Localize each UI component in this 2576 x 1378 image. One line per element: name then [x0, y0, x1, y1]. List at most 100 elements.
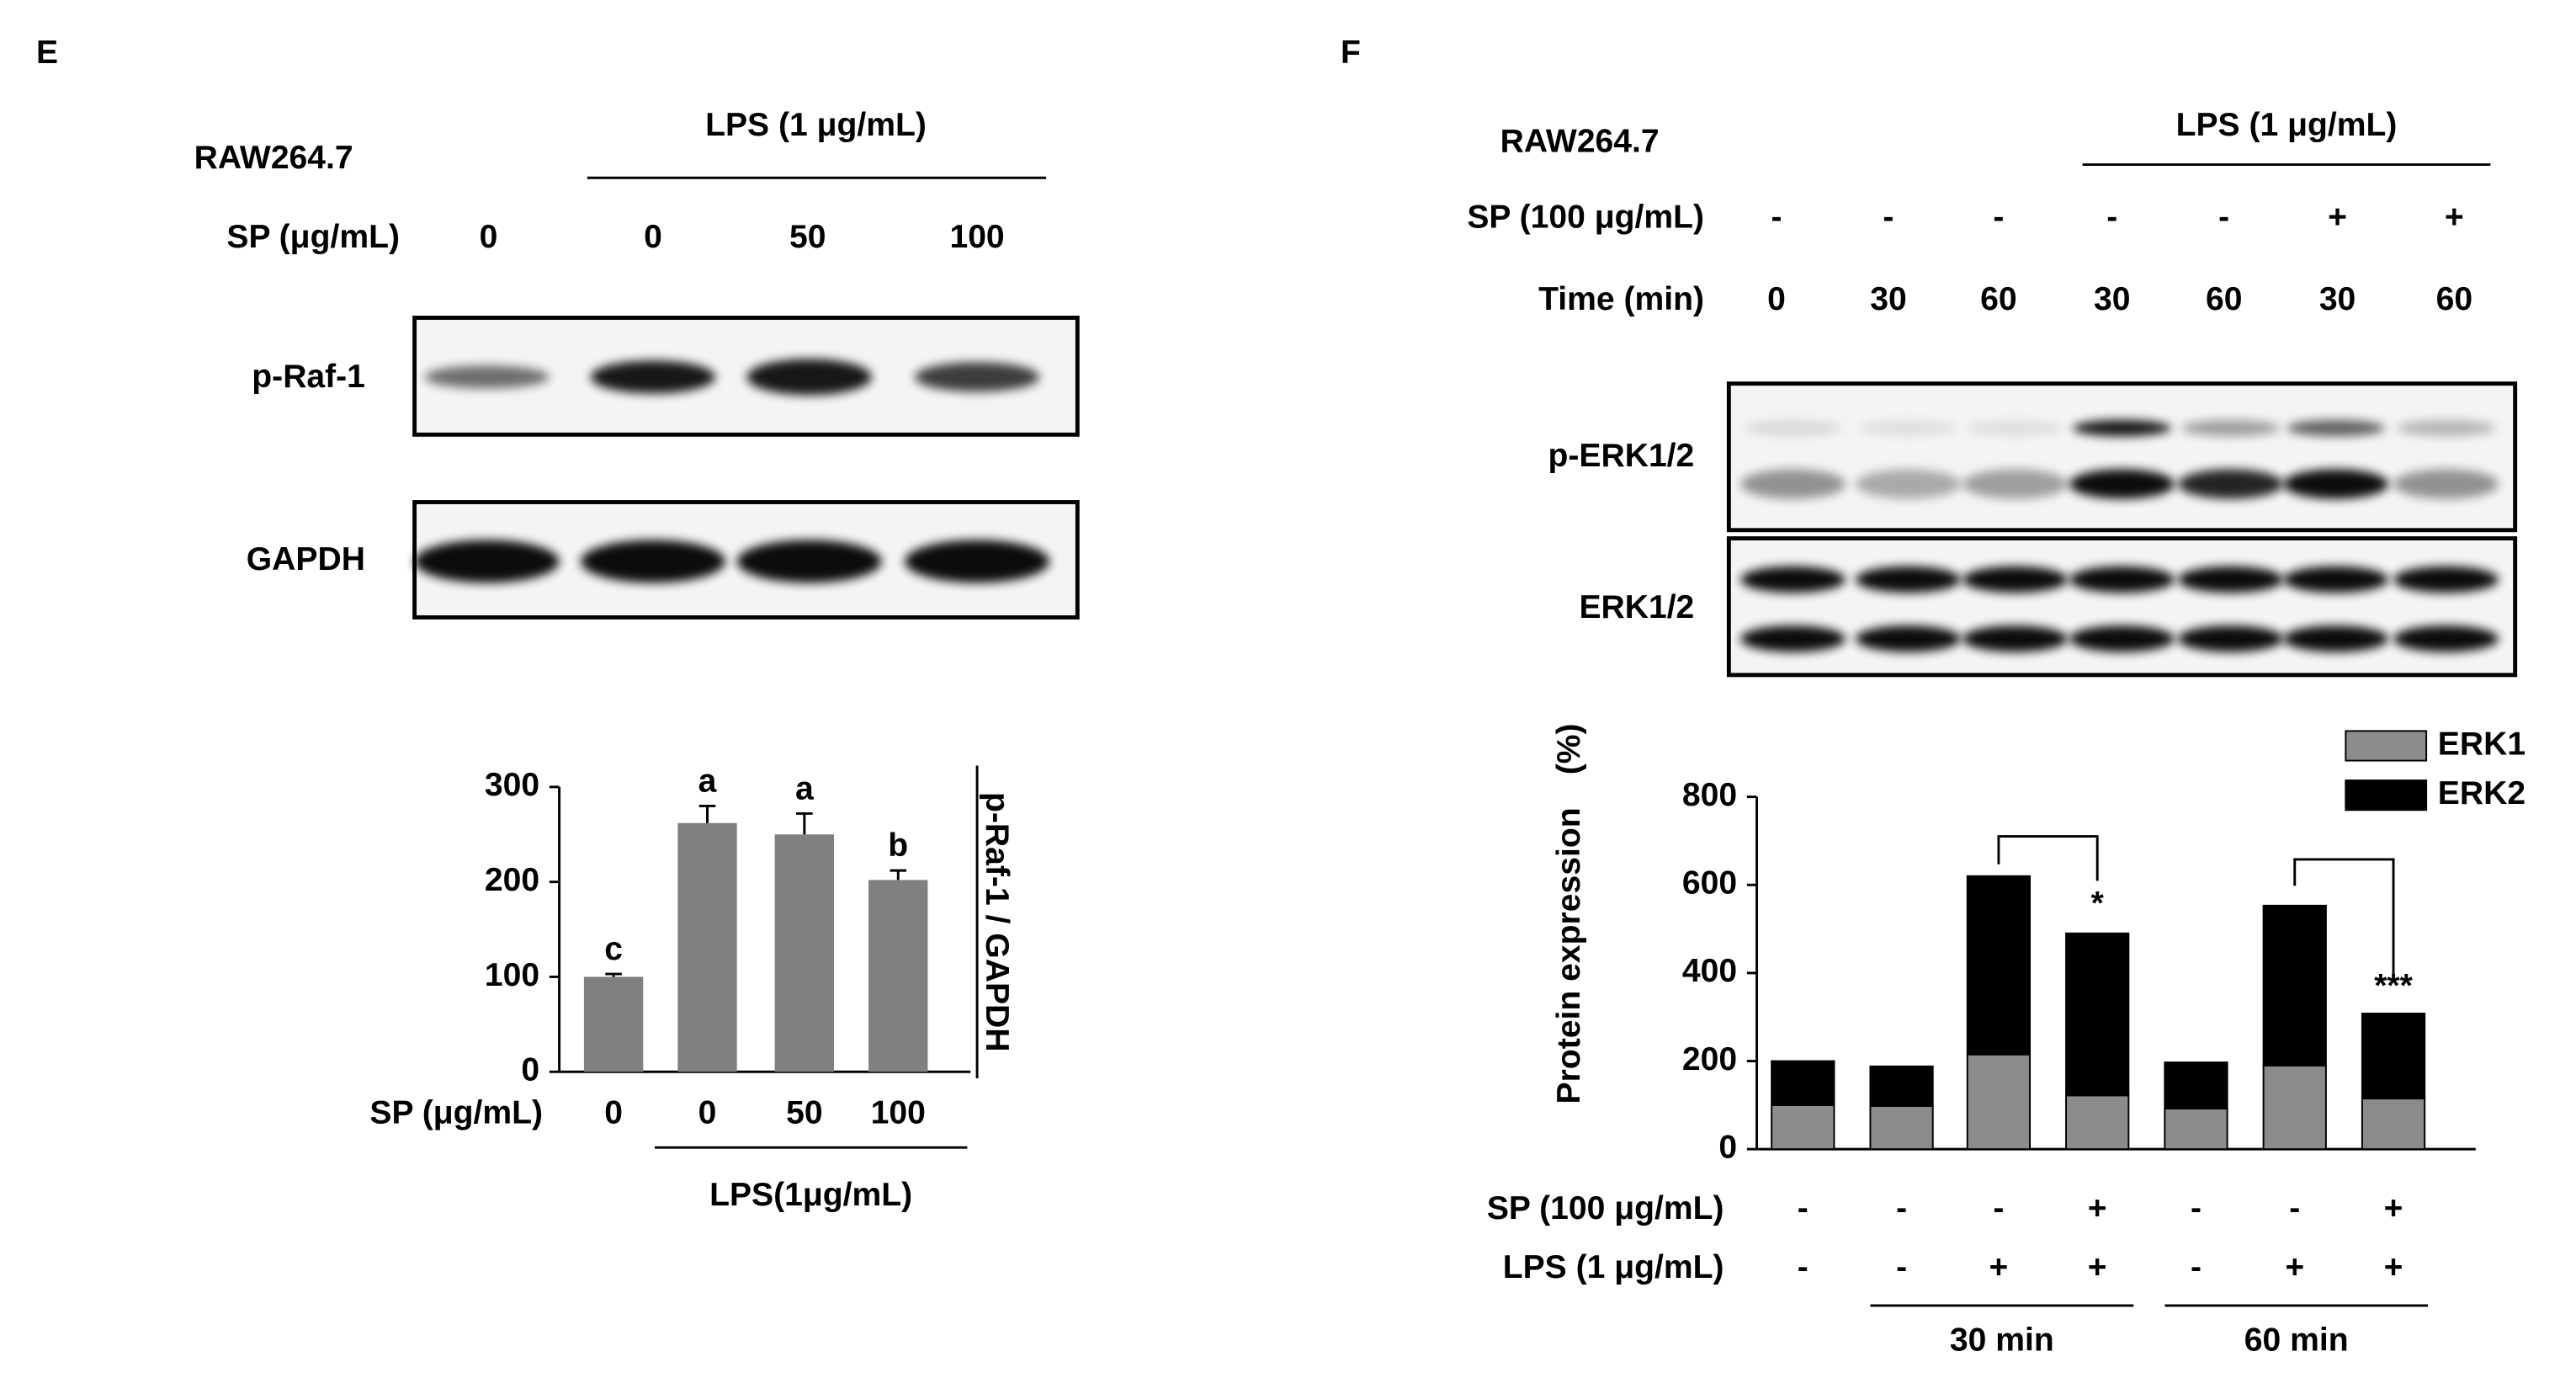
band: [414, 540, 560, 583]
bar-segment: [1771, 1060, 1835, 1106]
blot-label: p-ERK1/2: [1548, 438, 1695, 474]
bar-segment: [2361, 1098, 2426, 1151]
band: [580, 540, 726, 583]
x-tick-label: 100: [871, 1094, 926, 1131]
bar-segment: [1966, 1053, 2032, 1151]
row-cell: 30: [2094, 281, 2130, 317]
dose: 50: [789, 219, 826, 255]
significance: ***: [2374, 968, 2413, 1004]
band: [1740, 469, 1846, 499]
band: [914, 362, 1040, 392]
row-cell: +: [2384, 1249, 2403, 1285]
row-cell: -: [1896, 1249, 1907, 1285]
band: [1858, 419, 1958, 437]
group-label: 30 min: [1950, 1322, 2054, 1358]
group-label: LPS(1μg/mL): [709, 1177, 912, 1213]
bracket: [2293, 858, 2395, 975]
band: [2283, 469, 2389, 499]
band: [1962, 566, 2069, 593]
band: [2393, 469, 2499, 499]
bar: [583, 976, 644, 1072]
row-cell: 60: [2206, 281, 2242, 317]
blot-bands: [414, 359, 2499, 652]
row-cell: -: [2106, 199, 2117, 235]
row-cell: -: [2218, 199, 2229, 235]
annotation: b: [888, 827, 908, 864]
band: [2069, 469, 2175, 499]
row-cell: 60: [2436, 281, 2472, 317]
row-label: LPS (1 μg/mL): [1503, 1249, 1724, 1285]
bar: [677, 822, 737, 1072]
y-tick-label: 400: [1682, 953, 1737, 989]
bar-segment: [1869, 1104, 1934, 1151]
band: [2177, 566, 2284, 593]
treatment: LPS (1 μg/mL): [705, 107, 927, 143]
band: [2396, 419, 2496, 437]
band: [1855, 566, 1961, 593]
annotation: a: [795, 770, 814, 806]
bar-segment: [1771, 1104, 1835, 1151]
row-label: SP (μg/mL): [226, 219, 400, 255]
band: [1740, 566, 1846, 593]
annotation: c: [604, 931, 623, 967]
row-cell: +: [1989, 1249, 2008, 1285]
band: [2393, 566, 2499, 593]
blot-label: p-Raf-1: [252, 359, 365, 395]
blot: [1726, 381, 2518, 533]
y-tick-label: 200: [485, 862, 539, 898]
row-cell: -: [2191, 1190, 2202, 1226]
row-cell: 0: [1767, 281, 1786, 317]
significance: *: [2091, 886, 2105, 922]
bar-segment: [1869, 1065, 1934, 1107]
row-cell: 60: [1980, 281, 2016, 317]
band: [2072, 419, 2172, 437]
band: [2180, 419, 2281, 437]
legend-swatch: [2345, 730, 2428, 762]
bar: [774, 834, 835, 1072]
y-tick-label: 800: [1682, 777, 1737, 813]
row-cell: -: [1993, 1190, 2004, 1226]
row-cell: -: [2289, 1190, 2300, 1226]
legend-label: ERK1: [2438, 726, 2526, 762]
band: [1855, 625, 1961, 652]
y-tick-label: 200: [1682, 1041, 1737, 1077]
dose: 0: [480, 219, 498, 255]
row-cell: +: [2328, 199, 2347, 235]
cell-line: RAW264.7: [194, 140, 353, 176]
x-tick-label: 0: [698, 1094, 717, 1131]
row-label: Time (min): [1538, 281, 1704, 317]
panel-label: F: [1341, 35, 1361, 71]
bar-segment: [2065, 932, 2130, 1097]
band: [1855, 469, 1961, 499]
row-cell: +: [2384, 1190, 2403, 1226]
annotation: a: [698, 763, 717, 799]
blot-label: GAPDH: [247, 541, 365, 577]
y-tick-label: 600: [1682, 865, 1737, 902]
cell-line: RAW264.7: [1500, 123, 1660, 159]
bar-segment: [2262, 904, 2327, 1067]
x-tick-label: 0: [604, 1094, 623, 1131]
row-cell: +: [2088, 1190, 2107, 1226]
band: [1965, 419, 2065, 437]
x-row-label: SP (μg/mL): [369, 1094, 543, 1131]
x-tick-label: 50: [786, 1094, 822, 1131]
band: [424, 365, 550, 389]
error-bar: [605, 972, 622, 977]
blot: [1726, 536, 2518, 678]
bar-segment: [2361, 1013, 2426, 1099]
dose: 100: [949, 219, 1004, 255]
group-label: 60 min: [2244, 1322, 2349, 1358]
y-tick-label: 0: [1718, 1129, 1737, 1165]
band: [1962, 625, 2069, 652]
error-bar: [890, 869, 907, 881]
y-tick-label: 300: [485, 767, 539, 803]
band: [746, 359, 872, 396]
dose: 0: [644, 219, 662, 255]
legend-label: ERK2: [2438, 775, 2526, 811]
band: [2177, 625, 2284, 652]
band: [905, 540, 1050, 583]
band: [2069, 566, 2175, 593]
row-cell: +: [2445, 199, 2464, 235]
row-cell: -: [2191, 1249, 2202, 1285]
